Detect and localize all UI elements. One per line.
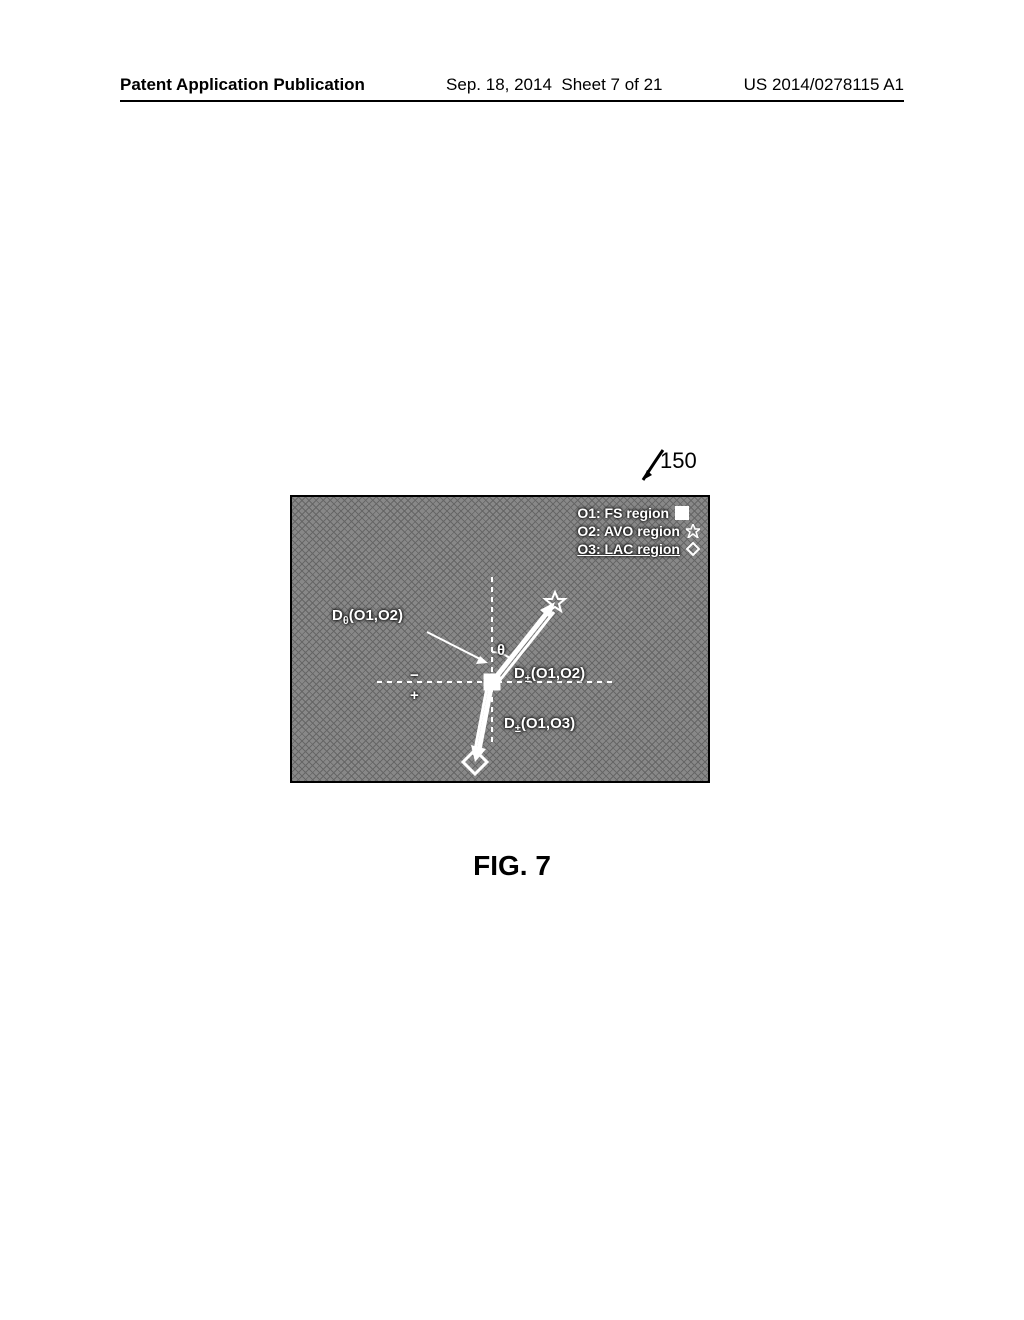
header-left: Patent Application Publication xyxy=(120,75,365,95)
legend: O1: FS region O2: AVO region O3: LAC reg… xyxy=(577,505,700,559)
legend-item-o3: O3: LAC region xyxy=(577,541,700,557)
diamond-icon xyxy=(686,542,700,556)
label-d-theta: Dθ(O1,O2) xyxy=(332,607,403,627)
square-icon xyxy=(675,506,689,520)
label-theta: θ xyxy=(497,642,505,659)
legend-item-o1: O1: FS region xyxy=(577,505,700,521)
label-d-pm-12: D±(O1,O2) xyxy=(514,665,585,685)
chart-box: O1: FS region O2: AVO region O3: LAC reg… xyxy=(290,495,710,783)
figure-caption: FIG. 7 xyxy=(0,850,1024,882)
label-minus: − xyxy=(410,667,419,684)
header-rule xyxy=(120,100,904,102)
label-plus: + xyxy=(410,687,419,704)
header-right: US 2014/0278115 A1 xyxy=(744,75,904,95)
figure-number: 150 xyxy=(660,448,697,474)
page-header: Patent Application Publication Sep. 18, … xyxy=(0,75,1024,95)
label-d-pm-13: D±(O1,O3) xyxy=(504,715,575,735)
figure-container: O1: FS region O2: AVO region O3: LAC reg… xyxy=(290,495,710,783)
star-icon xyxy=(686,524,700,538)
legend-item-o2: O2: AVO region xyxy=(577,523,700,539)
header-mid: Sep. 18, 2014 Sheet 7 of 21 xyxy=(446,75,662,95)
